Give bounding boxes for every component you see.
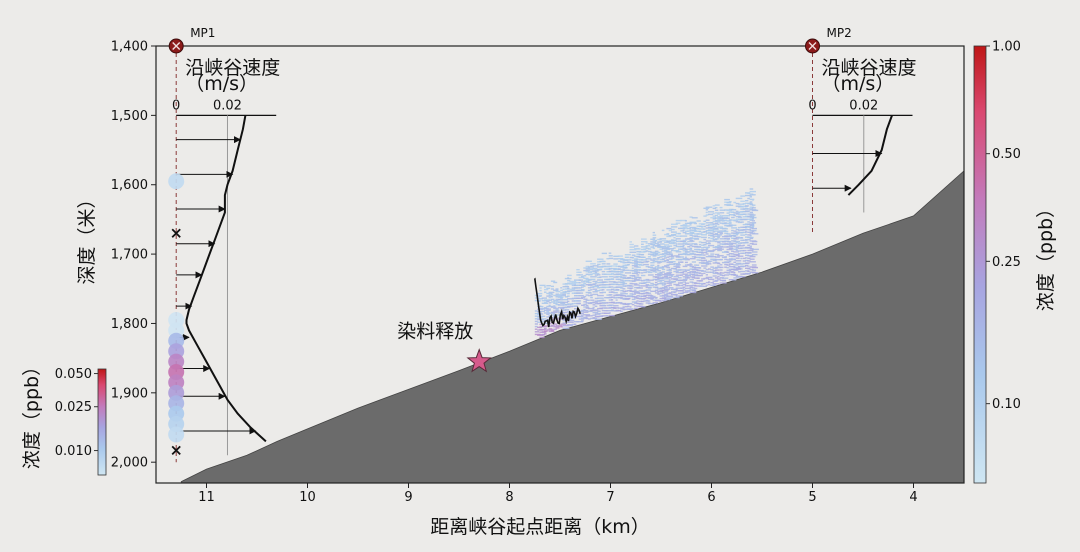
profile-unit: （m/s） [185, 73, 258, 95]
colorbar-right: 1.00 0.50 0.25 0.10 浓度（ppb） [973, 40, 1057, 484]
profile-axis-tick-label: 0 [172, 98, 180, 113]
x-tick-label: 5 [808, 490, 816, 505]
x-axis-label: 距离峡谷起点距离（km） [430, 516, 650, 538]
plot-area: 1,400 1,500 1,600 1,700 1,800 1,900 2,000 11 10 9… [111, 26, 965, 505]
plot-frame [155, 45, 965, 484]
no-dye-cross-icon [171, 445, 181, 456]
profile-axis-tick-label: 0 [808, 98, 816, 113]
profile-axis-tick-label: 0.02 [849, 98, 878, 113]
x-tick-label: 8 [505, 490, 513, 505]
plume-front-trace [534, 277, 581, 328]
dye-plume [534, 188, 759, 339]
colorbar-right-tick-label: 0.10 [992, 397, 1021, 412]
y-tick-label: 1,400 [111, 40, 148, 55]
colorbar-left: 0.050 0.025 0.010 浓度（ppb） [21, 357, 107, 476]
colorbar-left-tick-label: 0.010 [55, 444, 92, 459]
x-tick-label: 10 [299, 490, 316, 505]
profile-unit: （m/s） [822, 73, 895, 95]
colorbar-right-tick-label: 1.00 [992, 40, 1021, 55]
mooring-marker-cross [172, 42, 181, 50]
release-label: 染料释放 [397, 321, 473, 343]
y-tick-label: 1,800 [111, 317, 148, 332]
mooring-mp2: MP2 沿峡谷速度（m/s） 0 0.02 [805, 26, 917, 235]
y-axis-label: 深度（米） [76, 189, 98, 284]
dye-sample-marker [168, 426, 185, 443]
seafloor [180, 170, 964, 483]
profile-axis-tick-label: 0.02 [213, 98, 242, 113]
x-tick-label: 7 [606, 490, 614, 505]
mooring-name-label: MP2 [827, 26, 852, 40]
x-tick-label: 11 [198, 490, 215, 505]
velocity-profile-line [847, 115, 893, 196]
x-tick-label: 9 [404, 490, 412, 505]
y-tick-label: 1,600 [111, 178, 148, 193]
y-tick-label: 1,500 [111, 109, 148, 124]
y-tick-label: 1,700 [111, 248, 148, 263]
colorbar-left-tick-label: 0.050 [55, 367, 92, 382]
y-tick-label: 1,900 [111, 386, 148, 401]
no-dye-cross-icon [171, 228, 181, 238]
colorbar-left-tick-label: 0.025 [55, 400, 92, 415]
mooring-mp1: MP1 沿峡谷速度（m/s） 0 0.02 [168, 26, 280, 463]
y-tick-label: 2,000 [111, 456, 148, 471]
profile-title: 沿峡谷速度 [822, 57, 917, 79]
colorbar-right-label: 浓度（ppb） [1035, 199, 1057, 311]
velocity-profile-line [185, 115, 267, 443]
colorbar-right-tick-label: 0.50 [992, 147, 1021, 162]
x-tick-label: 6 [707, 490, 715, 505]
dye-sample-marker [168, 173, 185, 190]
mooring-name-label: MP1 [190, 26, 215, 40]
release-star-icon [466, 348, 492, 373]
profile-title: 沿峡谷速度 [185, 57, 280, 79]
mooring-marker-cross [808, 42, 817, 50]
x-tick-label: 4 [909, 490, 917, 505]
colorbar-left-label: 浓度（ppb） [21, 357, 43, 469]
colorbar-right-tick-label: 0.25 [992, 255, 1021, 270]
